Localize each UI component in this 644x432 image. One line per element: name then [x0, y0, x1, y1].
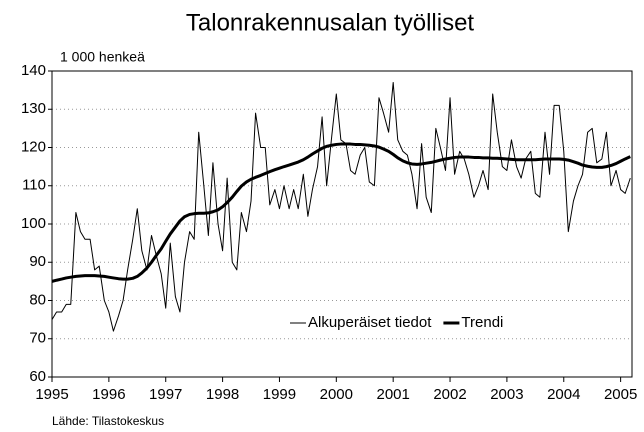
y-tick-label: 60 [29, 368, 46, 385]
x-tick-label: 1999 [263, 386, 296, 403]
y-tick-label: 90 [29, 253, 46, 270]
x-tick-label: 2000 [320, 386, 353, 403]
x-tick-label: 1995 [35, 386, 68, 403]
y-tick-label: 120 [21, 138, 46, 155]
x-tick-label: 2004 [547, 386, 580, 403]
x-tick-label: 2003 [490, 386, 523, 403]
y-tick-label: 80 [29, 291, 46, 308]
y-tick-label: 140 [21, 62, 46, 79]
x-tick-label: 2002 [433, 386, 466, 403]
x-tick-label: 1998 [206, 386, 239, 403]
plot-frame [51, 70, 633, 378]
data-line [51, 81, 631, 332]
x-tick-label: 1997 [149, 386, 182, 403]
y-axis-label: 1 000 henkeä [60, 49, 145, 65]
y-tick-label: 110 [22, 177, 46, 194]
y-tick-label: 70 [29, 330, 46, 347]
data-line [51, 142, 631, 283]
x-tick-label: 1996 [92, 386, 125, 403]
x-tick-label: 2005 [604, 386, 637, 403]
source-note: Lähde: Tilastokeskus [52, 414, 164, 428]
legend-label: Trendi [461, 314, 503, 331]
y-tick-label: 130 [21, 100, 46, 117]
legend-label: Alkuperäiset tiedot [308, 314, 432, 331]
x-tick-label: 2001 [376, 386, 409, 403]
chart-title: Talonrakennusalan työlliset [186, 9, 475, 36]
y-tick-label: 100 [21, 215, 46, 232]
